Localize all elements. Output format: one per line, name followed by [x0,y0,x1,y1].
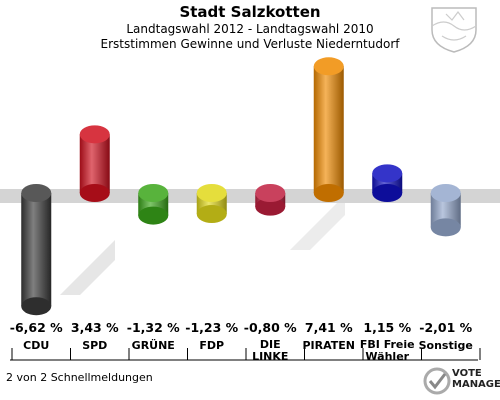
bar-die-linke [255,184,286,216]
bar-top-cap [79,125,110,144]
value-label: 1,15 % [363,320,412,335]
category-label: FBI Freie Wähler [357,339,417,363]
category-label-line: Wähler [365,350,410,363]
zero-band [0,189,500,203]
bar-top-cap [196,184,227,202]
bar-bottom-cap [79,184,110,202]
bar-top-cap [313,57,344,76]
coat-of-arms-icon [431,7,477,53]
bar-sonstige [430,184,461,237]
bar-bottom-cap [313,184,344,202]
bar-body [79,134,110,193]
shadow-decoration [290,195,345,250]
logo-line-2: MANAGER [452,379,500,390]
bar-fbi-freie-w-hler [372,164,403,202]
bar-bottom-cap [138,206,169,225]
bar-spd [79,125,110,202]
value-label: -1,23 % [185,320,239,335]
value-label: -1,32 % [126,320,180,335]
category-label-line: Sonstige [418,339,473,352]
bar-bottom-cap [255,197,286,216]
bar-bottom-cap [372,184,403,202]
category-label-line: GRÜNE [131,339,175,352]
chart-title: Stadt Salzkotten [179,3,321,21]
shadow-decoration [60,240,115,295]
bar-piraten [313,57,344,202]
value-label: -2,01 % [419,320,473,335]
category-label: PIRATEN [299,340,359,352]
footer-note: 2 von 2 Schnellmeldungen [6,371,153,384]
bar-top-cap [21,184,52,202]
vote-manager-logo-icon [423,367,451,395]
category-label-line: DIE [259,338,281,351]
bar-top-cap [255,184,286,202]
category-label: SPD [65,340,125,352]
bar-top-cap [430,184,461,202]
category-label-line: CDU [23,339,50,352]
category-label-line: FDP [199,339,225,352]
category-label: DIE LINKE [240,339,300,363]
category-label-line: SPD [82,339,108,352]
category-label: Sonstige [416,340,476,352]
vote-manager-logo: VOTE MANAGER [452,368,500,390]
category-label: CDU [6,340,66,352]
bar-fdp [196,184,227,224]
bar-body [313,66,344,193]
bar-body [21,193,52,307]
value-label: -0,80 % [243,320,297,335]
bar-bottom-cap [430,218,461,237]
bar-bottom-cap [196,205,227,224]
category-label-line: PIRATEN [302,339,355,352]
chart-subtitle-district: Erststimmen Gewinne und Verluste Niedern… [100,37,400,51]
value-label: 7,41 % [304,320,353,335]
category-label-line: FBI Freie [359,338,415,351]
category-label-line: LINKE [252,350,289,363]
bar-gr-ne [138,184,169,225]
category-label: GRÜNE [123,340,183,352]
value-label: -6,62 % [9,320,63,335]
value-label: 3,43 % [70,320,119,335]
bar-top-cap [138,184,169,202]
logo-line-1: VOTE [452,368,482,379]
category-label: FDP [182,340,242,352]
bar-bottom-cap [21,297,52,316]
bar-cdu [21,184,52,316]
bar-top-cap [372,164,403,183]
chart-subtitle-election: Landtagswahl 2012 - Landtagswahl 2010 [126,22,374,36]
